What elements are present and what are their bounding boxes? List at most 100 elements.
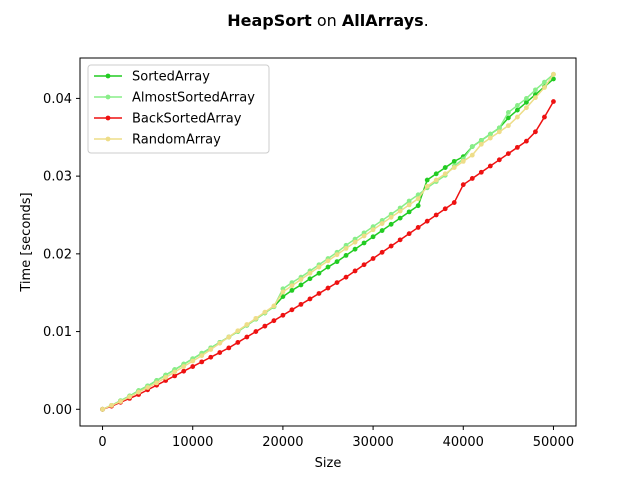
data-point (496, 129, 502, 135)
data-point (551, 99, 556, 104)
data-point (397, 237, 403, 243)
data-point (298, 277, 304, 282)
data-point (325, 285, 331, 291)
y-tick-label: 0.01 (43, 325, 72, 340)
legend-entry: SortedArray (94, 70, 210, 85)
data-point (208, 347, 214, 352)
data-point (478, 169, 484, 175)
data-point (551, 71, 556, 77)
data-point (343, 253, 349, 258)
data-point (406, 202, 412, 208)
legend-marker (105, 136, 111, 142)
data-point (514, 103, 520, 108)
data-point (280, 294, 286, 299)
data-point (451, 200, 457, 205)
legend-marker (105, 94, 111, 100)
data-point (415, 225, 421, 230)
data-point (406, 209, 412, 215)
legend-label: BackSortedArray (132, 112, 242, 127)
chart-title-part: on (312, 11, 342, 30)
data-point (163, 375, 169, 380)
chart-title-part: . (424, 11, 429, 30)
x-tick-label: 40000 (443, 435, 484, 450)
data-point (524, 138, 529, 144)
data-point (524, 96, 529, 101)
data-point (451, 158, 457, 164)
data-point (199, 359, 205, 365)
x-tick-label: 0 (98, 435, 106, 450)
data-point (406, 231, 412, 237)
data-point (533, 95, 538, 101)
legend-entry: BackSortedArray (94, 112, 242, 127)
data-point (298, 282, 304, 288)
data-point (361, 240, 367, 246)
data-point (307, 270, 313, 276)
data-point (352, 239, 358, 245)
data-point (370, 227, 376, 233)
data-point (181, 368, 187, 374)
data-point (271, 318, 277, 324)
data-point (136, 389, 142, 395)
y-tick-label: 0.02 (43, 247, 72, 262)
data-point (361, 233, 367, 239)
x-axis: 0 10000 20000 30000 40000 50000 (98, 426, 574, 450)
data-point (460, 182, 466, 188)
legend-marker (105, 115, 111, 121)
data-point (316, 264, 322, 270)
data-point (289, 287, 295, 293)
data-point (316, 291, 322, 296)
data-point (343, 274, 349, 280)
data-point (325, 264, 331, 270)
data-point (352, 268, 358, 274)
y-axis-label: Time [seconds] (19, 192, 34, 292)
data-point (487, 163, 493, 169)
legend-entry: AlmostSortedArray (94, 91, 255, 106)
data-point (478, 141, 484, 147)
data-point (433, 212, 439, 218)
data-point (316, 270, 322, 276)
data-point (496, 157, 502, 163)
data-point (226, 334, 232, 340)
x-axis-label: Size (315, 456, 342, 471)
data-point (514, 144, 520, 150)
data-point (208, 354, 214, 360)
y-tick-label: 0.00 (43, 403, 72, 418)
data-point (379, 221, 385, 226)
data-point (289, 307, 295, 313)
data-point (199, 353, 205, 359)
data-point (415, 203, 421, 209)
data-point (505, 123, 511, 129)
y-tick-label: 0.03 (43, 170, 72, 185)
data-point (280, 312, 286, 318)
data-point (181, 364, 187, 369)
data-point (262, 323, 268, 329)
data-point (505, 115, 511, 121)
data-point (334, 280, 340, 286)
x-tick-label: 30000 (352, 435, 393, 450)
data-point (370, 256, 376, 261)
data-point (424, 177, 430, 183)
data-point (487, 131, 493, 137)
data-point (109, 403, 114, 408)
data-point (379, 249, 385, 255)
legend-box (87, 64, 270, 154)
data-point (154, 380, 160, 386)
data-point (505, 110, 511, 115)
data-point (524, 99, 529, 105)
data-point (253, 329, 259, 334)
data-point (145, 385, 151, 390)
data-point (397, 215, 403, 221)
data-point (451, 165, 457, 170)
data-point (334, 252, 340, 258)
legend-entry: RandomArray (94, 133, 221, 148)
data-point (370, 234, 376, 240)
data-point (244, 322, 250, 327)
data-point (235, 328, 241, 334)
data-point (505, 151, 511, 156)
data-point (127, 394, 132, 400)
x-tick-label: 20000 (262, 435, 303, 450)
legend-label: AlmostSortedArray (132, 91, 255, 106)
plot-frame (79, 57, 577, 427)
data-point (460, 158, 466, 164)
data-point (325, 258, 331, 264)
